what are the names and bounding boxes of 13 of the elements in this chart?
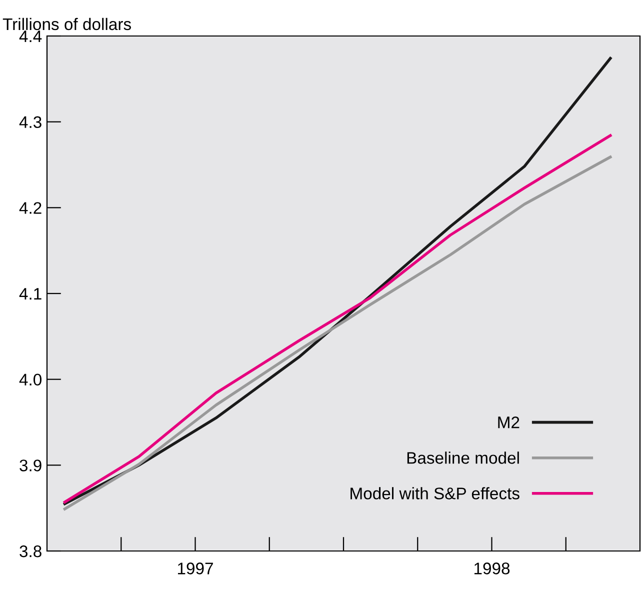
legend-label: Model with S&P effects <box>350 487 520 500</box>
legend-label: Baseline model <box>407 452 519 464</box>
y-tick-label: 4.0 <box>19 374 42 386</box>
legend-label: M2 <box>498 416 520 428</box>
y-tick-label: 4.3 <box>19 116 42 128</box>
y-tick-label: 4.2 <box>19 202 42 214</box>
y-tick-label: 4.4 <box>19 30 42 42</box>
y-axis-title: Trillions of dollars <box>2 18 131 30</box>
x-tick-label: 1998 <box>474 562 510 574</box>
x-tick-label: 1997 <box>178 562 213 574</box>
y-tick-label: 3.8 <box>20 545 42 558</box>
y-tick-label: 3.9 <box>20 460 42 472</box>
y-tick-label: 4.1 <box>19 288 42 300</box>
